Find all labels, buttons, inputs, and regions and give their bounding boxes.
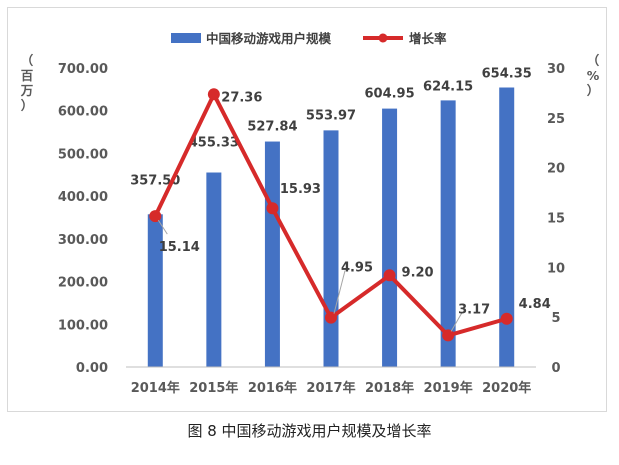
x-tick-label: 2016年 — [248, 380, 297, 396]
growth-point — [207, 88, 220, 101]
right-axis-title-char: ） — [587, 83, 600, 98]
bar — [382, 108, 398, 368]
left-axis-title-char: 百 — [21, 68, 34, 83]
bar — [440, 100, 456, 367]
line-value-label: 27.36 — [221, 90, 262, 105]
bar-value-label: 624.15 — [423, 79, 473, 94]
bar — [206, 172, 222, 367]
left-tick-label: 500.00 — [58, 147, 108, 162]
right-tick-label: 15 — [547, 212, 565, 227]
legend-line-label: 增长率 — [409, 31, 447, 46]
data-label-leader — [333, 270, 346, 314]
x-tick-label: 2014年 — [131, 380, 180, 396]
line-value-label: 4.84 — [519, 297, 551, 312]
x-tick-label: 2015年 — [189, 380, 238, 396]
bar — [499, 87, 515, 367]
growth-point — [442, 329, 455, 342]
x-tick-label: 2017年 — [306, 380, 355, 396]
legend-line-marker — [378, 33, 388, 43]
bar-value-label: 455.33 — [189, 136, 239, 151]
bar-value-label: 553.97 — [306, 108, 356, 123]
chart-frame: 中国移动游戏用户规模 增长率（百万）（%） 0.00 100.00 200.00 300.… — [7, 7, 607, 412]
growth-point — [149, 210, 162, 223]
bar-value-label: 604.95 — [364, 87, 414, 102]
bar — [323, 130, 339, 367]
x-tick-label: 2020年 — [482, 380, 531, 396]
right-tick-label: 0 — [551, 361, 560, 376]
right-tick-label: 10 — [547, 261, 565, 276]
x-tick-label: 2019年 — [424, 380, 473, 396]
line-value-label: 15.93 — [280, 182, 321, 197]
left-axis-title-char: 万 — [20, 83, 34, 98]
data-label-leader — [450, 312, 463, 332]
line-value-label: 15.14 — [159, 240, 200, 255]
left-tick-label: 400.00 — [58, 190, 108, 205]
left-axis-title-char: ） — [21, 98, 34, 113]
right-axis-title-char: （ — [587, 53, 600, 68]
line-value-label: 3.17 — [458, 302, 490, 317]
bar — [264, 141, 280, 367]
left-tick-label: 300.00 — [58, 233, 108, 248]
right-tick-label: 5 — [551, 311, 560, 326]
legend-bar-swatch — [171, 33, 201, 43]
left-tick-label: 200.00 — [58, 276, 108, 291]
combo-chart: 中国移动游戏用户规模 增长率（百万）（%）0.00100.00200.00300.… — [20, 31, 600, 396]
bar — [147, 214, 163, 367]
line-value-label: 4.95 — [341, 261, 373, 276]
growth-point — [325, 311, 337, 324]
x-tick-label: 2018年 — [365, 380, 414, 396]
right-tick-label: 25 — [547, 112, 565, 127]
figure-caption: 图 8 中国移动游戏用户规模及增长率 — [187, 422, 432, 440]
right-tick-label: 20 — [547, 162, 565, 177]
data-label-leader — [157, 219, 168, 235]
left-tick-label: 100.00 — [58, 318, 108, 333]
legend-bar-label: 中国移动游戏用户规模 — [206, 31, 332, 46]
bar-value-label: 357.50 — [130, 173, 180, 188]
bar-value-label: 527.84 — [247, 120, 297, 135]
left-axis-title-char: （ — [21, 53, 34, 68]
growth-point — [266, 202, 279, 215]
left-tick-label: 0.00 — [76, 361, 108, 376]
left-tick-label: 600.00 — [58, 105, 108, 120]
right-axis-title-char: % — [587, 68, 600, 83]
growth-point — [500, 312, 513, 325]
line-value-label: 9.20 — [402, 265, 434, 280]
bar-value-label: 654.35 — [482, 66, 532, 81]
right-tick-label: 30 — [547, 62, 565, 77]
growth-point — [383, 269, 396, 282]
left-tick-label: 700.00 — [58, 62, 108, 77]
